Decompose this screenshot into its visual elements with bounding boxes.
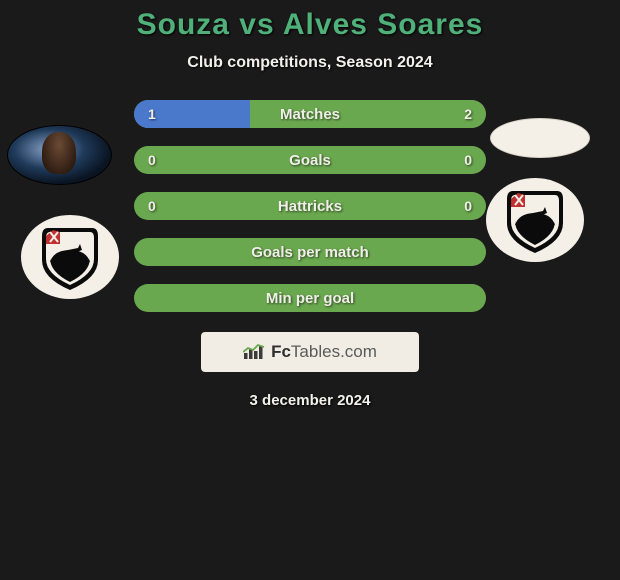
- comparison-card: Souza vs Alves Soares Club competitions,…: [0, 0, 620, 580]
- stat-label: Matches: [134, 106, 486, 123]
- watermark-suffix: .com: [340, 342, 377, 361]
- date-text: 3 december 2024: [0, 392, 620, 409]
- stat-label: Goals per match: [134, 244, 486, 261]
- watermark-bold: Fc: [271, 342, 291, 361]
- watermark-light: Tables: [291, 342, 340, 361]
- stat-row: Goals per match: [134, 238, 486, 266]
- club-crest-left: [20, 214, 120, 300]
- player-left-avatar: [7, 125, 112, 185]
- stat-label: Goals: [134, 152, 486, 169]
- page-title: Souza vs Alves Soares: [0, 8, 620, 42]
- subtitle: Club competitions, Season 2024: [0, 54, 620, 72]
- club-crest-right: [485, 177, 585, 263]
- stat-row: 12Matches: [134, 100, 486, 128]
- chart-icon: [243, 343, 265, 361]
- stat-label: Hattricks: [134, 198, 486, 215]
- stat-row: 00Hattricks: [134, 192, 486, 220]
- watermark: FcTables.com: [201, 332, 419, 372]
- stat-label: Min per goal: [134, 290, 486, 307]
- stats-list: 12Matches 00Goals 00Hattricks Goals per mat…: [134, 100, 486, 312]
- watermark-text: FcTables.com: [271, 342, 377, 362]
- player-right-avatar: [490, 118, 590, 158]
- stat-row: Min per goal: [134, 284, 486, 312]
- stat-row: 00Goals: [134, 146, 486, 174]
